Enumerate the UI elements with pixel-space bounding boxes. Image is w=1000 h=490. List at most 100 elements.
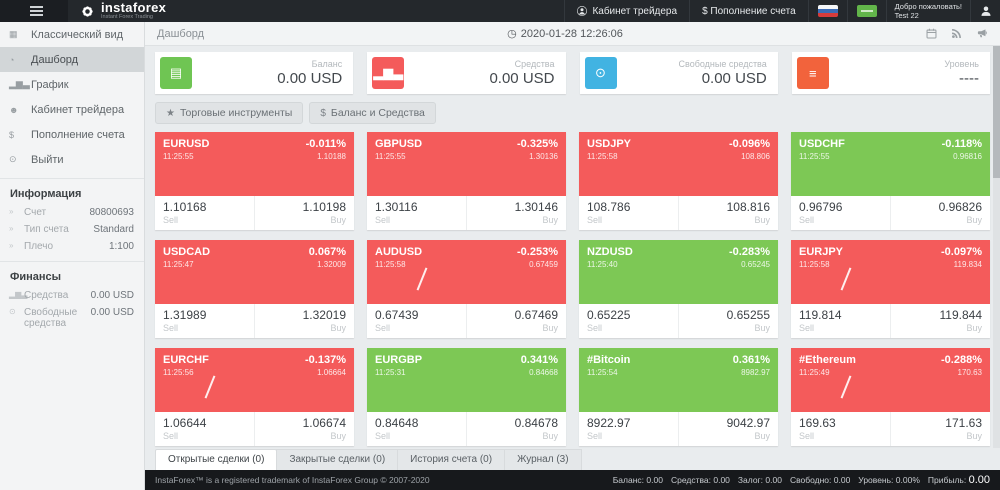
buy-label: Buy xyxy=(687,215,770,225)
sidebar-item[interactable]: ◔ Дашборд xyxy=(0,47,144,72)
instrument-tile[interactable]: #Ethereum 11:25:49 -0.288% 170.63 1 xyxy=(791,348,990,446)
sell-price: 0.96796 xyxy=(799,200,882,214)
sell-cell[interactable]: 1.06644 Sell xyxy=(155,412,255,446)
instrument-tile[interactable]: GBPUSD 11:25:55 -0.325% 1.30136 1.3 xyxy=(367,132,566,230)
calendar-icon[interactable] xyxy=(926,28,937,39)
sell-cell[interactable]: 0.65225 Sell xyxy=(579,304,679,338)
sell-cell[interactable]: 108.786 Sell xyxy=(579,196,679,230)
buy-cell[interactable]: 1.30146 Buy xyxy=(467,196,566,230)
buy-price: 0.96826 xyxy=(899,200,982,214)
toolbar-button[interactable]: $ Баланс и Средства xyxy=(309,102,436,124)
buy-label: Buy xyxy=(475,431,558,441)
language-flag-russian[interactable] xyxy=(808,0,847,22)
sell-cell[interactable]: 119.814 Sell xyxy=(791,304,891,338)
toolbar: ★ Торговые инструменты $ Баланс и Средст… xyxy=(155,102,990,124)
trader-cabinet-menu[interactable]: Кабинет трейдера xyxy=(564,0,689,22)
deposit-menu[interactable]: $ Пополнение счета xyxy=(689,0,808,22)
buy-cell[interactable]: 171.63 Buy xyxy=(891,412,990,446)
sidebar-nav: ▦ Классический вид ◔ Дашборд ▂▆▃ График … xyxy=(0,22,144,172)
rss-icon[interactable] xyxy=(951,28,962,39)
buy-cell[interactable]: 1.06674 Buy xyxy=(255,412,354,446)
buy-label: Buy xyxy=(899,215,982,225)
instrument-tile[interactable]: NZDUSD 11:25:40 -0.283% 0.65245 0.6 xyxy=(579,240,778,338)
buy-cell[interactable]: 0.96826 Buy xyxy=(891,196,990,230)
trades-tab[interactable]: Закрытые сделки (0) xyxy=(276,449,398,470)
toolbar-button[interactable]: ★ Торговые инструменты xyxy=(155,102,303,124)
sell-price: 0.67439 xyxy=(375,308,458,322)
green-flag-button[interactable] xyxy=(847,0,886,22)
sell-cell[interactable]: 0.96796 Sell xyxy=(791,196,891,230)
trades-tab[interactable]: Журнал (3) xyxy=(504,449,582,470)
scrollbar[interactable] xyxy=(993,46,1000,448)
instrument-tile[interactable]: #Bitcoin 11:25:54 0.361% 8982.97 89 xyxy=(579,348,778,446)
user-avatar[interactable] xyxy=(970,0,1000,22)
info-row: » Счет 80800693 xyxy=(0,204,144,221)
tile-header: #Bitcoin 11:25:54 0.361% 8982.97 xyxy=(579,348,778,412)
sidebar-item[interactable]: ▦ Классический вид xyxy=(0,22,144,47)
instaforex-logo[interactable]: instaforex Instant Forex Trading xyxy=(68,1,178,21)
sidebar-item[interactable]: ⊙ Выйти xyxy=(0,147,144,172)
datetime-value: 2020-01-28 12:26:06 xyxy=(521,28,623,40)
buy-cell[interactable]: 9042.97 Buy xyxy=(679,412,778,446)
instrument-tile[interactable]: EURUSD 11:25:55 -0.011% 1.10188 1.1 xyxy=(155,132,354,230)
sell-cell[interactable]: 8922.97 Sell xyxy=(579,412,679,446)
stat-label: Баланс: xyxy=(613,475,644,485)
power-icon: ⊙ xyxy=(9,154,31,165)
sell-cell[interactable]: 0.84648 Sell xyxy=(367,412,467,446)
trades-tab[interactable]: Открытые сделки (0) xyxy=(155,449,277,470)
instrument-tile[interactable]: USDCAD 11:25:47 0.067% 1.32009 1.31 xyxy=(155,240,354,338)
server-datetime: ◷ 2020-01-28 12:26:06 xyxy=(507,27,623,40)
sell-cell[interactable]: 1.10168 Sell xyxy=(155,196,255,230)
stat-value: 0.00 xyxy=(834,475,851,485)
tile-time: 11:25:49 xyxy=(799,368,856,377)
tile-price: 1.10188 xyxy=(306,152,346,161)
logo-title: instaforex xyxy=(101,1,166,14)
instrument-tile[interactable]: USDJPY 11:25:58 -0.096% 108.806 108 xyxy=(579,132,778,230)
tile-header: EURJPY 11:25:58 -0.097% 119.834 xyxy=(791,240,990,304)
sell-label: Sell xyxy=(799,215,882,225)
megaphone-icon[interactable] xyxy=(976,28,988,39)
tile-price: 0.96816 xyxy=(942,152,982,161)
tile-symbol: EURCHF xyxy=(163,354,209,366)
sell-cell[interactable]: 169.63 Sell xyxy=(791,412,891,446)
sell-cell[interactable]: 1.30116 Sell xyxy=(367,196,467,230)
instrument-tile[interactable]: EURCHF 11:25:56 -0.137% 1.06664 1.0 xyxy=(155,348,354,446)
buy-label: Buy xyxy=(475,215,558,225)
buy-cell[interactable]: 0.84678 Buy xyxy=(467,412,566,446)
instrument-tile[interactable]: AUDUSD 11:25:58 -0.253% 0.67459 0.6 xyxy=(367,240,566,338)
tile-price: 108.806 xyxy=(729,152,770,161)
sidebar-item[interactable]: ☻ Кабинет трейдера xyxy=(0,97,144,122)
buy-cell[interactable]: 119.844 Buy xyxy=(891,304,990,338)
menu-toggle-button[interactable] xyxy=(0,0,68,22)
sidebar-item[interactable]: ▂▆▃ График xyxy=(0,72,144,97)
breadcrumb[interactable]: Дашборд xyxy=(157,28,204,40)
buy-cell[interactable]: 1.10198 Buy xyxy=(255,196,354,230)
tile-time: 11:25:58 xyxy=(587,152,631,161)
sidebar-item[interactable]: $ Пополнение счета xyxy=(0,122,144,147)
buy-cell[interactable]: 108.816 Buy xyxy=(679,196,778,230)
sell-cell[interactable]: 1.31989 Sell xyxy=(155,304,255,338)
sell-cell[interactable]: 0.67439 Sell xyxy=(367,304,467,338)
instrument-tile[interactable]: USDCHF 11:25:55 -0.118% 0.96816 0.9 xyxy=(791,132,990,230)
instrument-tile[interactable]: EURJPY 11:25:58 -0.097% 119.834 119 xyxy=(791,240,990,338)
tile-symbol: USDJPY xyxy=(587,138,631,150)
welcome-text: Добро пожаловать! Test 22 xyxy=(886,0,970,22)
bar-chart-icon: ▂▆▃ xyxy=(372,57,404,89)
buy-cell[interactable]: 0.65255 Buy xyxy=(679,304,778,338)
buy-cell[interactable]: 1.32019 Buy xyxy=(255,304,354,338)
tile-percent: 0.361% xyxy=(733,354,770,366)
card-value: 0.00 USD xyxy=(404,70,554,87)
tile-percent: -0.288% xyxy=(941,354,982,366)
scrollbar-thumb[interactable] xyxy=(993,46,1000,178)
buy-price: 1.10198 xyxy=(263,200,346,214)
sell-price: 1.06644 xyxy=(163,416,246,430)
toolbar-button-label: Торговые инструменты xyxy=(180,107,292,119)
stat-item: Свободно: 0.00 xyxy=(790,475,850,485)
sell-label: Sell xyxy=(799,323,882,333)
instrument-tile[interactable]: EURGBP 11:25:31 0.341% 0.84668 0.84 xyxy=(367,348,566,446)
buy-cell[interactable]: 0.67469 Buy xyxy=(467,304,566,338)
trades-tab[interactable]: История счета (0) xyxy=(397,449,505,470)
tile-symbol: USDCAD xyxy=(163,246,210,258)
app-footer: InstaForex™ is a registered trademark of… xyxy=(145,470,1000,490)
card-label: Баланс xyxy=(192,59,342,69)
